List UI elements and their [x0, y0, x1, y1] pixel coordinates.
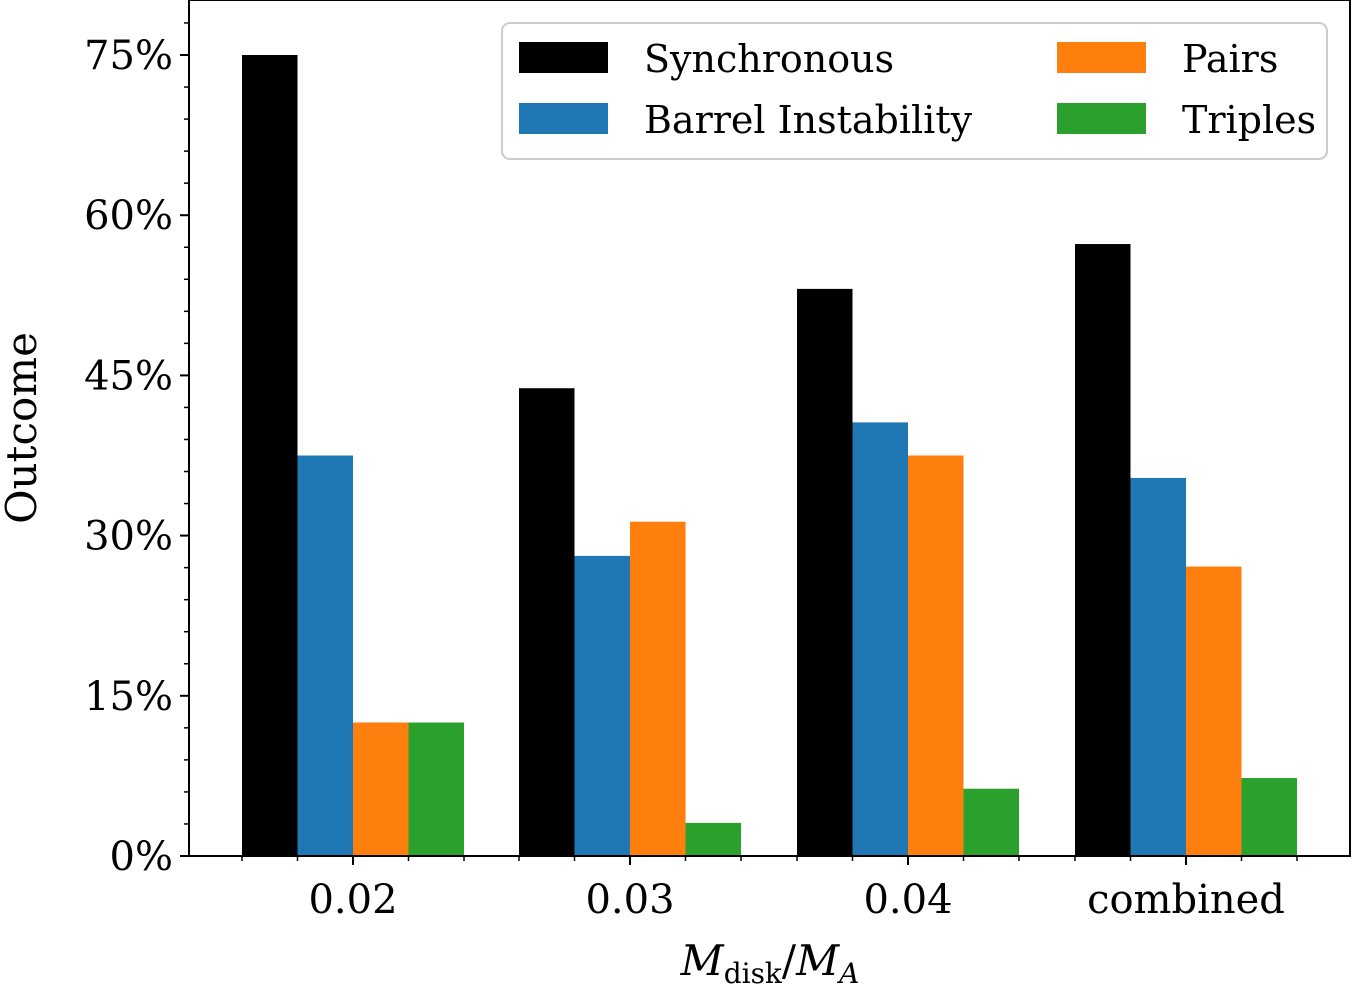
bars-group: [242, 55, 1297, 857]
bar-barrel-instability-0-02: [297, 455, 353, 856]
bar-barrel-instability-combined: [1130, 477, 1186, 856]
bar-pairs-0-04: [908, 455, 964, 856]
legend-label-pairs: Pairs: [1182, 37, 1278, 81]
y-axis-label: Outcome: [0, 332, 46, 524]
legend-swatch-barrel-instability: [519, 103, 608, 134]
bar-synchronous-0-03: [519, 388, 575, 856]
legend-label-synchronous: Synchronous: [644, 37, 894, 81]
plot-frame: [188, 0, 1351, 857]
y-tick-label: 0%: [110, 834, 173, 880]
x-label-slash: /: [782, 936, 797, 985]
bar-pairs-0-03: [630, 521, 686, 856]
y-tick-label: 45%: [84, 353, 173, 399]
x-axis-label: Mdisk/MA: [680, 936, 860, 986]
bar-triples-0-04: [963, 788, 1019, 856]
bar-synchronous-0-02: [242, 55, 298, 856]
bar-synchronous-0-04: [797, 288, 853, 856]
bar-triples-0-03: [685, 822, 741, 856]
y-tick-label: 30%: [84, 514, 173, 560]
legend-swatch-pairs: [1057, 42, 1146, 73]
y-tick-label: 75%: [84, 33, 173, 79]
x-tick-label-0-04: 0.04: [863, 877, 952, 923]
bar-triples-0-02: [408, 722, 464, 856]
legend-label-barrel-instability: Barrel Instability: [644, 98, 973, 142]
bar-triples-combined: [1241, 778, 1297, 856]
legend-swatch-triples: [1057, 103, 1146, 134]
y-tick-label: 15%: [84, 674, 173, 720]
ticks-group: 0% 15% 30% 45% 60% 75% 0.02 0.03 0.04 combined: [84, 22, 1298, 923]
x-label-base: M: [680, 936, 725, 985]
bar-pairs-0-02: [353, 722, 409, 856]
bar-synchronous-combined: [1075, 244, 1131, 857]
bar-barrel-instability-0-03: [574, 555, 630, 856]
x-label-base2: M: [795, 936, 840, 985]
bar-pairs-combined: [1186, 566, 1242, 856]
x-label-sub2: A: [836, 957, 859, 986]
x-tick-label-0-02: 0.02: [308, 877, 397, 923]
x-label-sub1: disk: [724, 957, 783, 986]
legend-label-triples: Triples: [1182, 98, 1316, 142]
bar-barrel-instability-0-04: [852, 422, 908, 856]
x-tick-label-0-03: 0.03: [585, 877, 674, 923]
legend-swatch-synchronous: [519, 42, 608, 73]
legend: Synchronous Barrel Instability Pairs Tri…: [501, 22, 1328, 160]
x-tick-label-combined: combined: [1087, 877, 1285, 923]
y-tick-label: 60%: [84, 193, 173, 239]
